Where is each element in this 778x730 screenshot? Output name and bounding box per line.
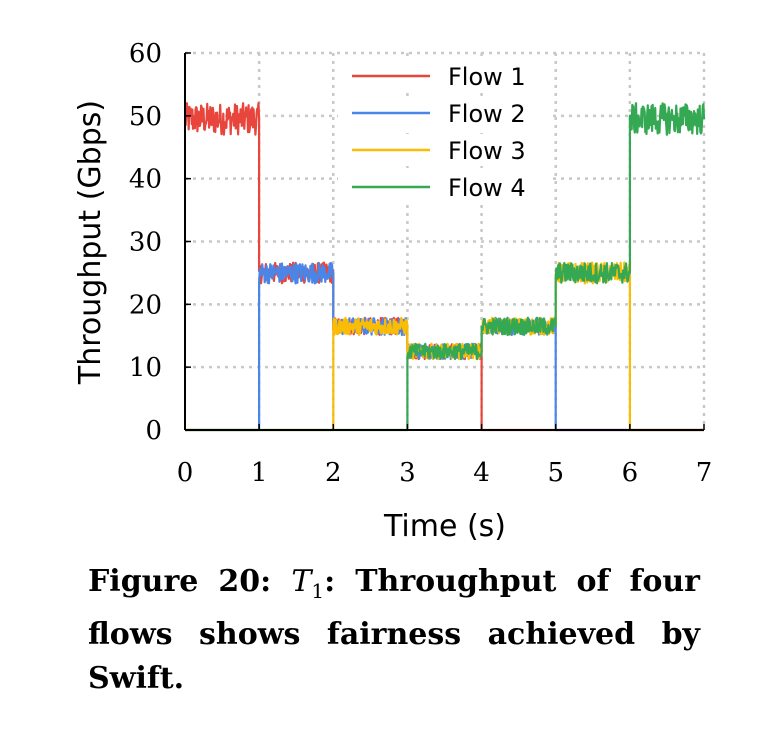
tick-labels: 0 1 2 3 4 5 6 7 0 10 20 30 40 50 60	[129, 39, 712, 488]
throughput-chart: 0 1 2 3 4 5 6 7 0 10 20 30 40 50 60 Flow 1 Flow 2 Flow 3…	[73, 39, 712, 544]
legend-label-flow-3: Flow 3	[448, 137, 526, 165]
y-tick-label: 10	[129, 353, 162, 383]
caption-text: : Throughput of four flows shows fairnes…	[88, 564, 700, 696]
legend-label-flow-1: Flow 1	[448, 63, 526, 91]
y-axis-title: Throughput (Gbps)	[73, 100, 108, 385]
figure-caption: Figure 20: T1: Throughput of four flows …	[88, 560, 700, 701]
caption-label: Figure 20:	[88, 564, 272, 599]
x-tick-label: 4	[473, 458, 490, 488]
y-tick-label: 20	[129, 290, 162, 320]
y-tick-label: 30	[129, 228, 162, 258]
x-tick-label: 3	[399, 458, 416, 488]
x-tick-label: 2	[325, 458, 342, 488]
x-tick-label: 7	[696, 458, 713, 488]
legend: Flow 1 Flow 2 Flow 3 Flow 4	[338, 60, 548, 203]
y-tick-label: 50	[129, 102, 162, 132]
x-tick-label: 0	[177, 458, 194, 488]
axes	[184, 52, 705, 431]
caption-math-symbol: T	[291, 564, 312, 599]
x-tick-label: 5	[547, 458, 564, 488]
x-tick-label: 1	[251, 458, 268, 488]
x-axis-title: Time (s)	[383, 509, 506, 544]
y-tick-label: 40	[129, 165, 162, 195]
caption-math: T1	[291, 564, 324, 603]
caption-math-subscript: 1	[311, 579, 325, 603]
y-tick-label: 0	[145, 416, 162, 446]
x-tick-label: 6	[622, 458, 639, 488]
y-tick-label: 60	[129, 39, 162, 69]
legend-label-flow-2: Flow 2	[448, 100, 526, 128]
legend-label-flow-4: Flow 4	[448, 174, 526, 202]
